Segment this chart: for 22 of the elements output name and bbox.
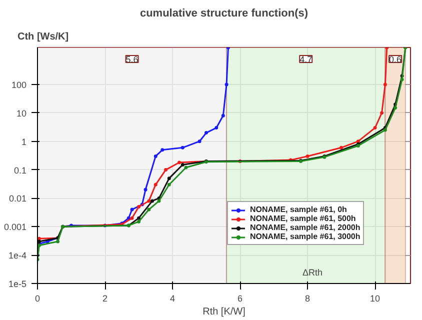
y-axis-title: Cth [Ws/K] [18, 32, 69, 42]
chart-title: cumulative structure function(s) [140, 8, 308, 20]
y-tick-label: 100 [11, 80, 27, 90]
x-axis-title: Rth [K/W] [202, 306, 246, 318]
x-tick-label: 6 [238, 294, 243, 304]
legend-label: NONAME, sample #61, 2000h [250, 223, 360, 232]
legend-label: NONAME, sample #61, 0h [250, 205, 347, 214]
legend-label: NONAME, sample #61, 3000h [250, 232, 360, 241]
y-tick-label: 1e-4 [8, 250, 26, 261]
y-tick-label: 0.1 [14, 165, 27, 176]
x-tick-label: 10 [370, 294, 380, 304]
x-tick-label: 2 [102, 294, 108, 304]
legend-label: NONAME, sample #61, 500h [250, 214, 356, 223]
y-tick-label: 10 [16, 108, 27, 118]
y-tick-label: 1e-5 [8, 279, 26, 289]
x-tick-label: 4 [170, 294, 176, 304]
x-tick-label: 0 [34, 294, 40, 304]
y-tick-label: 0.001 [4, 222, 27, 232]
y-tick-label: 1 [21, 136, 27, 147]
y-tick-label: 0.01 [8, 194, 27, 204]
annotation: ΔRth [302, 268, 323, 278]
x-tick-label: 8 [305, 294, 310, 304]
